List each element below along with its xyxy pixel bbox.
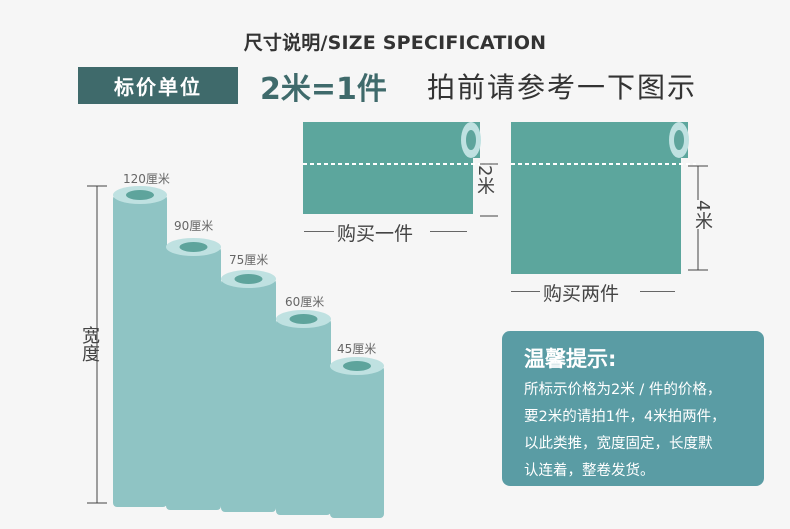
- caption-line-left: [304, 231, 334, 232]
- unit-equation: 2米=1件: [260, 72, 387, 107]
- roll-75: [221, 270, 276, 512]
- tip-title: 温馨提示:: [524, 347, 617, 371]
- roll-90: [166, 238, 221, 510]
- rolls-illustration: [87, 185, 384, 518]
- roll-label-45: 45厘米: [337, 342, 377, 356]
- roll-label-75: 75厘米: [229, 253, 269, 267]
- caption-line-left: [511, 291, 540, 292]
- roll-label-120: 120厘米: [123, 172, 170, 186]
- sheet-one-piece: [303, 122, 498, 214]
- sheet-two-length-label: 4米: [689, 200, 715, 230]
- caption-line-right: [430, 231, 467, 232]
- sheet-two-caption: 购买两件: [543, 283, 620, 305]
- price-unit-badge: 标价单位: [78, 67, 238, 104]
- caption-line-right: [640, 291, 675, 292]
- sheet-two-pieces: [511, 122, 696, 274]
- page-title: 尺寸说明/SIZE SPECIFICATION: [243, 32, 547, 54]
- width-label: 宽度: [79, 326, 100, 362]
- roll-label-60: 60厘米: [285, 295, 325, 309]
- sheet-one-length-bracket: [480, 163, 498, 217]
- unit-hint: 拍前请参考一下图示: [427, 71, 698, 104]
- tip-box: 温馨提示: 所标示价格为2米 / 件的价格， 要2米的请拍1件，4米拍两件， 以…: [502, 331, 764, 486]
- tip-text: 所标示价格为2米 / 件的价格， 要2米的请拍1件，4米拍两件， 以此类推，宽度…: [524, 382, 726, 479]
- sheet-one-length-label: 2米: [474, 165, 495, 195]
- roll-120: [113, 186, 167, 507]
- sheet-one-caption: 购买一件: [337, 223, 414, 245]
- roll-label-90: 90厘米: [174, 219, 214, 233]
- roll-45: [330, 357, 384, 518]
- roll-60: [276, 310, 331, 515]
